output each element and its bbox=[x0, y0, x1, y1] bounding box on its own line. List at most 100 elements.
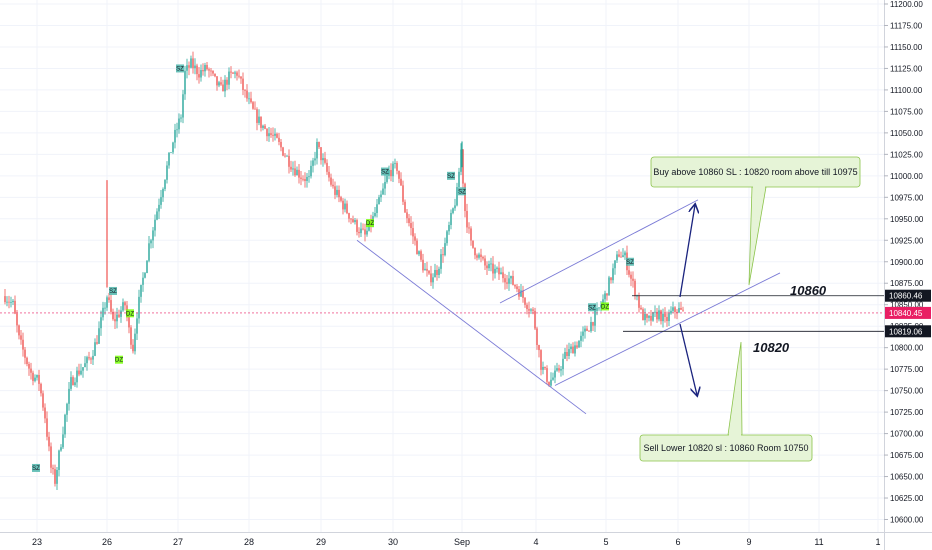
candle-body bbox=[82, 367, 84, 371]
zone-label: SZ bbox=[381, 170, 389, 176]
candle-body bbox=[8, 301, 10, 303]
candle-body bbox=[436, 269, 438, 275]
candle-body bbox=[130, 327, 132, 345]
candle-body bbox=[544, 366, 546, 369]
candle-body bbox=[532, 309, 534, 311]
y-tick-label: 10800.00 bbox=[890, 344, 924, 353]
candle-body bbox=[166, 165, 168, 180]
candle-body bbox=[512, 276, 514, 285]
candle-body bbox=[588, 330, 590, 332]
candle-body bbox=[500, 272, 502, 275]
candle-body bbox=[526, 304, 528, 310]
candle-body bbox=[332, 184, 334, 187]
callout-join bbox=[729, 433, 741, 437]
candle-body bbox=[38, 374, 40, 384]
candle-body bbox=[376, 204, 378, 214]
candle-body bbox=[196, 65, 198, 75]
candle-body bbox=[202, 70, 204, 72]
candle-body bbox=[462, 149, 464, 184]
candle-body bbox=[336, 189, 338, 195]
zone-marker bbox=[109, 286, 117, 295]
candle-body bbox=[112, 311, 114, 320]
zone-marker bbox=[447, 171, 455, 180]
candle-body bbox=[140, 284, 142, 297]
candle-body bbox=[204, 65, 206, 72]
candle-body bbox=[422, 259, 424, 271]
candle-body bbox=[250, 98, 252, 103]
zone-marker bbox=[588, 303, 596, 312]
candle-body bbox=[122, 302, 124, 311]
y-tick-label: 11100.00 bbox=[890, 86, 923, 95]
candle-body bbox=[26, 357, 28, 365]
candle-body bbox=[6, 301, 8, 303]
zone-label: SZ bbox=[176, 66, 184, 72]
candle-body bbox=[460, 149, 462, 172]
candle-body bbox=[274, 133, 276, 136]
candle-body bbox=[590, 322, 592, 332]
candle-body bbox=[16, 313, 18, 326]
x-tick-label: 4 bbox=[533, 537, 538, 547]
candle-body bbox=[286, 155, 288, 157]
candle-body bbox=[146, 260, 148, 274]
down-trendline bbox=[356, 239, 587, 415]
zone-marker bbox=[601, 302, 609, 311]
candle-body bbox=[248, 98, 250, 100]
y-tick-label: 10725.00 bbox=[890, 408, 924, 417]
candle-body bbox=[516, 286, 518, 290]
candle-body bbox=[378, 197, 380, 205]
candle-body bbox=[426, 268, 428, 271]
y-tick-label: 10700.00 bbox=[890, 430, 924, 439]
candle-body bbox=[520, 290, 522, 297]
candle-body bbox=[564, 352, 566, 359]
candle-body bbox=[622, 255, 624, 258]
y-tick-label: 10850.00 bbox=[890, 301, 924, 310]
zone-marker bbox=[458, 187, 466, 196]
candle-body bbox=[350, 218, 352, 220]
candle-body bbox=[676, 311, 678, 313]
candle-body bbox=[142, 277, 144, 285]
candle-body bbox=[640, 307, 642, 310]
candle-body bbox=[598, 307, 600, 309]
candle-body bbox=[114, 319, 116, 322]
candle-body bbox=[70, 377, 72, 389]
candle-body bbox=[264, 125, 266, 129]
candle-body bbox=[624, 252, 626, 256]
candle-body bbox=[650, 315, 652, 321]
candle-body bbox=[488, 263, 490, 269]
candles bbox=[4, 51, 684, 490]
candle-body bbox=[256, 109, 258, 123]
y-tick-label: 10650.00 bbox=[890, 473, 924, 482]
candle-body bbox=[306, 176, 308, 181]
drawings: 10860 10820 Buy above 10860 SL : 10820 roo… bbox=[0, 156, 884, 462]
candle-body bbox=[176, 129, 178, 131]
candle-body bbox=[180, 117, 182, 119]
candle-body bbox=[226, 79, 228, 85]
candle-body bbox=[408, 218, 410, 224]
candle-body bbox=[288, 155, 290, 167]
candle-body bbox=[438, 268, 440, 275]
candle-body bbox=[28, 364, 30, 369]
candle-body bbox=[10, 302, 12, 303]
candle-body bbox=[116, 314, 118, 322]
y-tick-label: 10625.00 bbox=[890, 494, 924, 503]
candle-body bbox=[76, 370, 78, 383]
candle-body bbox=[194, 65, 196, 69]
candle-body bbox=[586, 328, 588, 331]
candle-body bbox=[244, 89, 246, 91]
candle-body bbox=[632, 278, 634, 281]
candle-body bbox=[522, 290, 524, 298]
candle-body bbox=[188, 65, 190, 68]
candle-body bbox=[34, 377, 36, 381]
buy-callout: Buy above 10860 SL : 10820 room above ti… bbox=[650, 156, 861, 286]
candle-body bbox=[496, 267, 498, 269]
candle-body bbox=[560, 369, 562, 371]
candle-body bbox=[570, 346, 572, 350]
candle-body bbox=[642, 309, 644, 321]
candle-body bbox=[430, 273, 432, 283]
candle-body bbox=[198, 74, 200, 78]
candle-body bbox=[492, 263, 494, 274]
candle-body bbox=[412, 228, 414, 237]
candle-body bbox=[216, 76, 218, 86]
zone-label: DZ bbox=[126, 311, 134, 317]
candle-body bbox=[348, 213, 350, 219]
